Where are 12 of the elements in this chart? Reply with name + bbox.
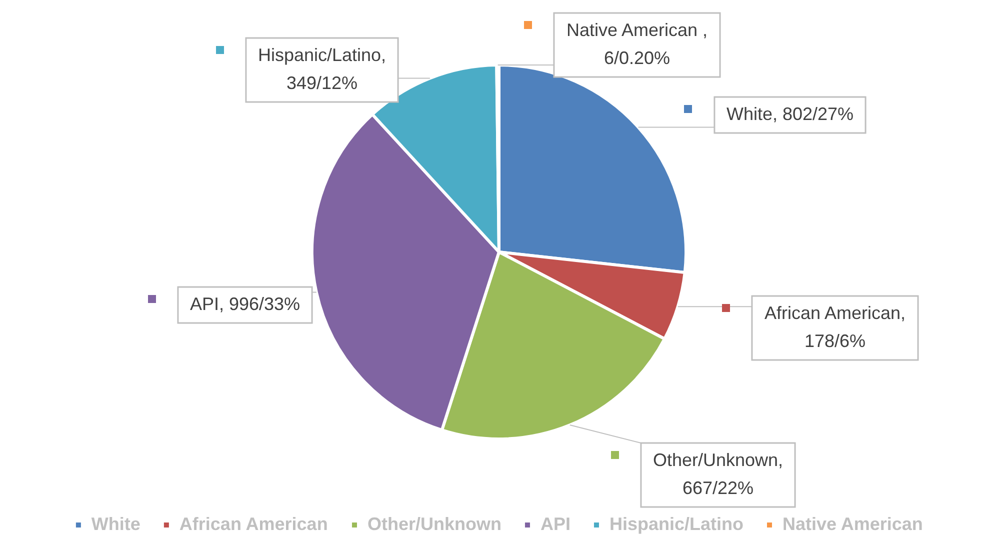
legend-label: White xyxy=(91,514,140,534)
data-label: Native American , 6/0.20% xyxy=(566,20,708,68)
data-label: African American, 178/6% xyxy=(764,302,906,351)
legend-label: Native American xyxy=(782,514,923,534)
data-label: API, 996/33% xyxy=(190,294,300,314)
legend-label: API xyxy=(540,514,570,534)
legend-label: Other/Unknown xyxy=(367,514,502,534)
data-label: Hispanic/Latino, 349/12% xyxy=(258,44,386,93)
legend-label: African American xyxy=(179,514,328,534)
data-label: White, 802/27% xyxy=(726,104,854,124)
data-label: Other/Unknown, 667/22% xyxy=(652,450,784,498)
legend-label: Hispanic/Latino xyxy=(609,514,744,534)
